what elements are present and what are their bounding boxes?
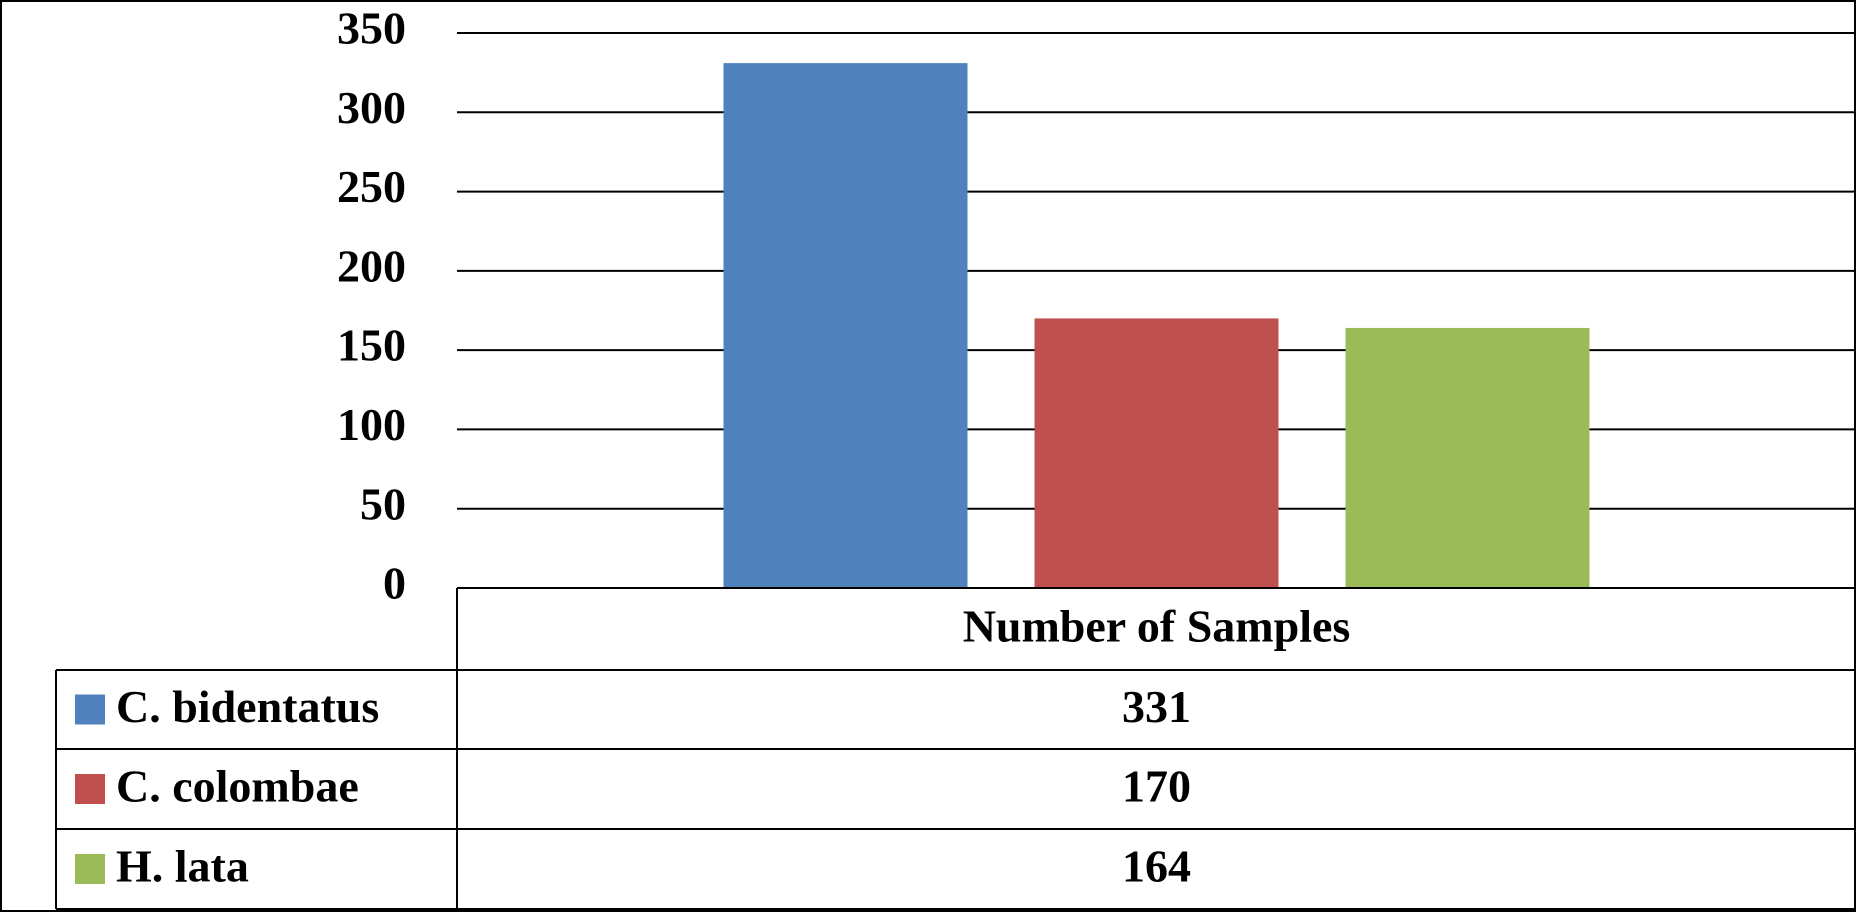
table-value: 164 — [1122, 841, 1191, 892]
y-tick-label: 50 — [360, 478, 406, 529]
table-value: 170 — [1122, 761, 1191, 812]
y-tick-label: 250 — [337, 161, 406, 212]
y-tick-label: 150 — [337, 320, 406, 371]
y-tick-label: 100 — [337, 399, 406, 450]
y-tick-label: 0 — [383, 558, 406, 609]
legend-swatch — [75, 774, 105, 804]
bar — [1345, 327, 1590, 588]
legend-swatch — [75, 854, 105, 884]
bar — [723, 63, 968, 589]
legend-label: H. lata — [116, 841, 249, 892]
legend-label: C. bidentatus — [116, 681, 379, 732]
y-tick-label: 300 — [337, 82, 406, 133]
bar — [1034, 318, 1279, 588]
y-tick-label: 200 — [337, 240, 406, 291]
y-tick-label: 350 — [337, 3, 406, 54]
legend-swatch — [75, 694, 105, 725]
category-label: Number of Samples — [963, 601, 1351, 652]
table-value: 331 — [1122, 681, 1191, 732]
legend-label: C. colombae — [116, 761, 359, 812]
